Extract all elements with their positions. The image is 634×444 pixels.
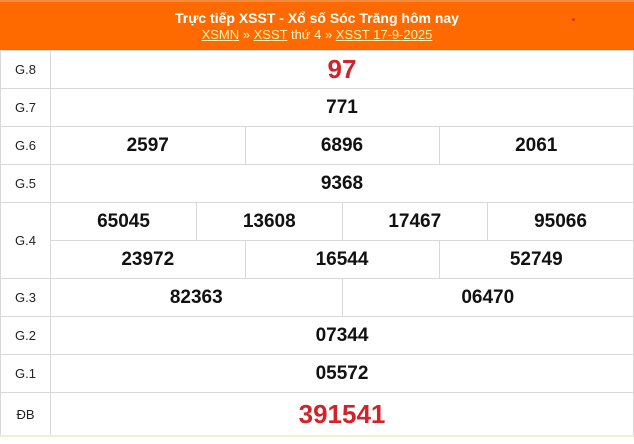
prize-number: 06470 [341,279,633,316]
prize-number: 17467 [341,203,488,240]
indicator-dot-icon [572,18,575,21]
prize-number: 9368 [50,164,634,203]
prize-row-g5: G.5 9368 [0,164,634,203]
prize-row-g1: G.1 05572 [0,354,634,393]
breadcrumb-weekday: thứ 4 » [287,27,336,42]
prize-label: G.4 [0,202,51,279]
prize-row-g4: G.4 65045 13608 17467 95066 23972 16544 52749 [0,202,634,279]
prize-row-g2: G.2 07344 [0,316,634,355]
prize-number: 16544 [244,240,439,278]
prize-label: G.7 [0,88,51,127]
prize-row-g3: G.3 82363 06470 [0,278,634,317]
prize-row-g8: G.8 97 [0,50,634,89]
page-title: Trực tiếp XSST - Xổ số Sóc Trăng hôm nay [175,10,459,26]
prize-label: ĐB [0,392,51,437]
prize-number: 82363 [169,286,223,308]
prize-label: G.3 [0,278,51,317]
prize-number: 05572 [50,354,634,393]
breadcrumb-separator: » [239,27,254,42]
prize-number: 65045 [97,210,150,232]
breadcrumb: XSMN » XSST thứ 4 » XSST 17-9-2025 [0,27,634,43]
prize-label: G.5 [0,164,51,203]
prize-number: 07344 [50,316,634,355]
results-table: G.8 97 G.7 771 G.6 2597 6896 2061 G.5 9368 G.… [0,50,634,437]
prize-label: G.6 [0,126,51,165]
prize-number: 2061 [438,127,633,164]
prize-number: 13608 [196,203,342,240]
results-header: Trực tiếp XSST - Xổ số Sóc Trăng hôm nay… [0,0,634,50]
prize-label: G.2 [0,316,51,355]
prize-number: 771 [50,88,634,127]
prize-number: 6896 [244,127,439,164]
prize-row-g7: G.7 771 [0,88,634,127]
special-prize-number: 391541 [50,392,634,437]
breadcrumb-xsmn-link[interactable]: XSMN [201,27,240,42]
prize-label: G.8 [0,50,51,89]
prize-row-special: ĐB 391541 [0,392,634,437]
prize-number: 97 [50,50,634,89]
prize-number: 95066 [487,203,633,240]
breadcrumb-xsst-link[interactable]: XSST [253,27,288,42]
prize-number: 52749 [438,240,633,278]
prize-label: G.1 [0,354,51,393]
prize-number: 2597 [126,134,169,156]
breadcrumb-date-link[interactable]: XSST 17-9-2025 [335,27,433,42]
prize-number: 23972 [121,248,175,270]
prize-row-g6: G.6 2597 6896 2061 [0,126,634,165]
